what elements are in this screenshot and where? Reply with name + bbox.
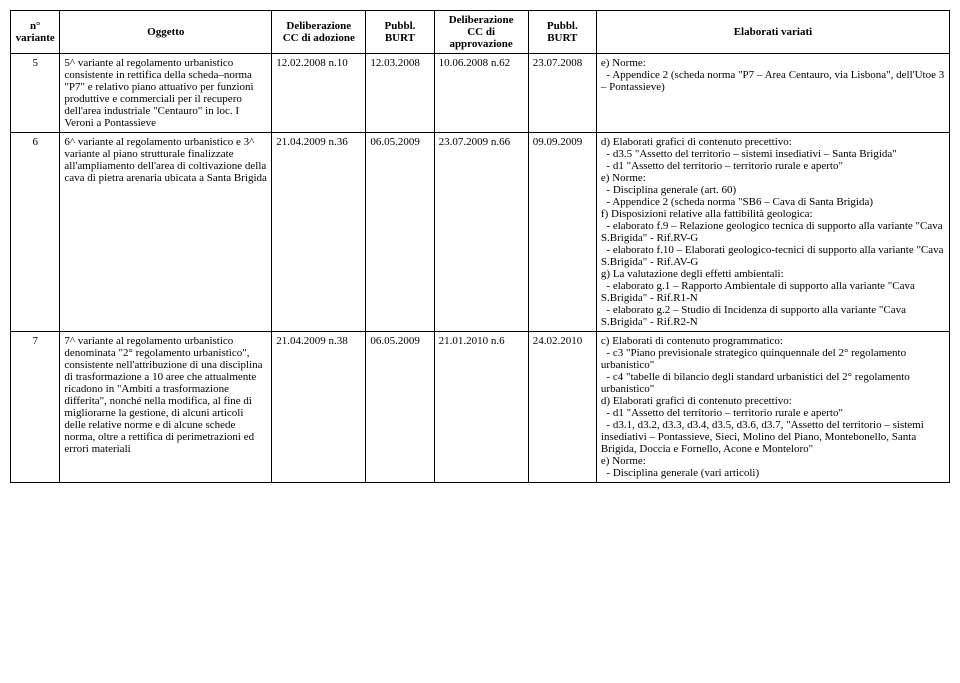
cell-delib-adozione: 21.04.2009 n.36 xyxy=(272,133,366,332)
header-delib-approv: Deliberazione CC di approvazione xyxy=(434,11,528,54)
cell-oggetto: 6^ variante al regolamento urbanistico e… xyxy=(60,133,272,332)
cell-delib-adozione: 21.04.2009 n.38 xyxy=(272,332,366,483)
header-row: n° variante Oggetto Deliberazione CC di … xyxy=(11,11,950,54)
cell-pubbl2: 09.09.2009 xyxy=(528,133,596,332)
table-row: 5 5^ variante al regolamento urbanistico… xyxy=(11,54,950,133)
cell-pubbl1: 06.05.2009 xyxy=(366,133,434,332)
variants-table: n° variante Oggetto Deliberazione CC di … xyxy=(10,10,950,483)
header-elaborati: Elaborati variati xyxy=(596,11,949,54)
header-pubbl2: Pubbl. BURT xyxy=(528,11,596,54)
cell-pubbl2: 24.02.2010 xyxy=(528,332,596,483)
cell-delib-approv: 10.06.2008 n.62 xyxy=(434,54,528,133)
cell-delib-adozione: 12.02.2008 n.10 xyxy=(272,54,366,133)
cell-elaborati: d) Elaborati grafici di contenuto precet… xyxy=(596,133,949,332)
header-n: n° variante xyxy=(11,11,60,54)
cell-oggetto: 7^ variante al regolamento urbanistico d… xyxy=(60,332,272,483)
cell-oggetto: 5^ variante al regolamento urbanistico c… xyxy=(60,54,272,133)
cell-pubbl2: 23.07.2008 xyxy=(528,54,596,133)
cell-pubbl1: 06.05.2009 xyxy=(366,332,434,483)
cell-delib-approv: 21.01.2010 n.6 xyxy=(434,332,528,483)
cell-n: 6 xyxy=(11,133,60,332)
header-oggetto: Oggetto xyxy=(60,11,272,54)
cell-n: 7 xyxy=(11,332,60,483)
cell-pubbl1: 12.03.2008 xyxy=(366,54,434,133)
cell-n: 5 xyxy=(11,54,60,133)
cell-delib-approv: 23.07.2009 n.66 xyxy=(434,133,528,332)
table-body: 5 5^ variante al regolamento urbanistico… xyxy=(11,54,950,483)
header-pubbl1: Pubbl. BURT xyxy=(366,11,434,54)
table-row: 6 6^ variante al regolamento urbanistico… xyxy=(11,133,950,332)
cell-elaborati: e) Norme: - Appendice 2 (scheda norma "P… xyxy=(596,54,949,133)
table-row: 7 7^ variante al regolamento urbanistico… xyxy=(11,332,950,483)
cell-elaborati: c) Elaborati di contenuto programmatico:… xyxy=(596,332,949,483)
header-delib-adozione: Deliberazione CC di adozione xyxy=(272,11,366,54)
